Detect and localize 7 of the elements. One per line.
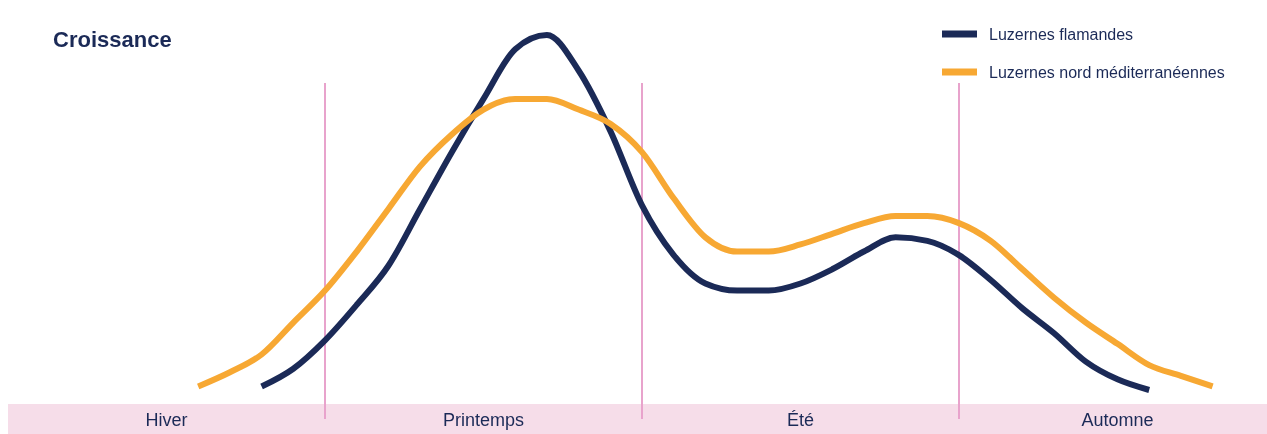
legend-label: Luzernes nord méditerranéennes [989,64,1225,81]
x-tick-label: Été [786,410,815,430]
x-tick-label: Hiver [145,410,188,430]
chart-title: Croissance [53,27,172,52]
x-tick-label: Automne [1081,410,1154,430]
x-tick-label: Printemps [442,410,525,430]
legend-label: Luzernes flamandes [989,26,1134,43]
